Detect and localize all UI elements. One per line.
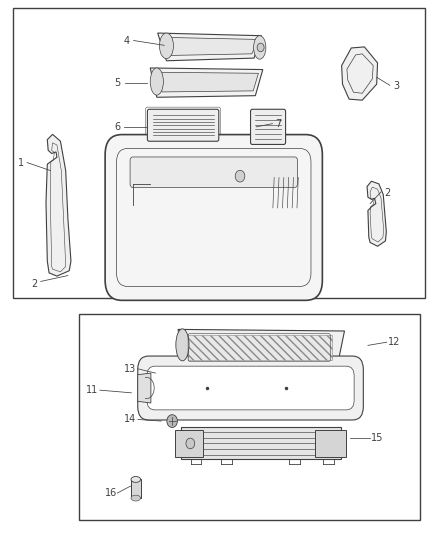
Polygon shape xyxy=(178,329,344,366)
FancyBboxPatch shape xyxy=(251,109,286,144)
Text: 13: 13 xyxy=(124,364,137,374)
Polygon shape xyxy=(342,47,378,100)
Text: 1: 1 xyxy=(18,158,24,167)
Ellipse shape xyxy=(159,33,173,59)
FancyBboxPatch shape xyxy=(130,157,297,188)
FancyBboxPatch shape xyxy=(105,134,322,301)
Polygon shape xyxy=(138,373,151,403)
Circle shape xyxy=(257,43,264,52)
Text: 16: 16 xyxy=(105,488,117,498)
Bar xyxy=(13,8,425,298)
FancyBboxPatch shape xyxy=(147,109,219,141)
Text: 14: 14 xyxy=(124,415,137,424)
Polygon shape xyxy=(155,72,258,92)
Text: 6: 6 xyxy=(114,122,120,132)
Ellipse shape xyxy=(254,36,266,59)
FancyBboxPatch shape xyxy=(147,366,354,410)
Bar xyxy=(180,427,340,459)
Polygon shape xyxy=(150,68,263,97)
Text: 12: 12 xyxy=(388,337,400,347)
Text: 7: 7 xyxy=(275,119,281,128)
Polygon shape xyxy=(158,33,261,61)
Bar xyxy=(315,430,346,457)
Circle shape xyxy=(235,171,245,182)
Bar xyxy=(188,335,332,360)
Circle shape xyxy=(167,415,177,427)
Ellipse shape xyxy=(150,68,163,95)
Text: 15: 15 xyxy=(371,433,384,443)
FancyBboxPatch shape xyxy=(138,356,363,420)
Bar xyxy=(131,480,141,498)
Circle shape xyxy=(186,438,195,449)
Bar xyxy=(175,430,202,457)
Polygon shape xyxy=(46,134,71,276)
Ellipse shape xyxy=(131,477,141,482)
Text: 3: 3 xyxy=(393,82,399,91)
Polygon shape xyxy=(367,181,386,246)
Ellipse shape xyxy=(131,495,141,501)
Bar xyxy=(79,314,420,520)
Text: 11: 11 xyxy=(86,385,98,395)
Text: 4: 4 xyxy=(123,36,129,45)
Text: 5: 5 xyxy=(114,78,120,88)
Polygon shape xyxy=(162,37,258,55)
Ellipse shape xyxy=(176,329,189,361)
Text: 2: 2 xyxy=(31,279,37,288)
Text: 2: 2 xyxy=(385,188,391,198)
